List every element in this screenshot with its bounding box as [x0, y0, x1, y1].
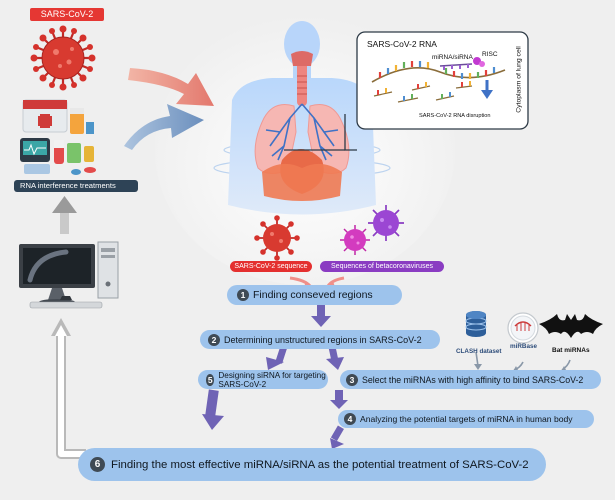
sars-sequence-tag: SARS-CoV-2 sequence	[230, 261, 312, 272]
computer-icon	[19, 241, 119, 309]
cytoplasm-label: Cytoplasm of lung cell	[515, 46, 523, 113]
step-4-pill: 4 Analyzing the potential targets of miR…	[338, 410, 594, 428]
bat-icon	[539, 314, 603, 338]
feedback-arrow	[56, 334, 86, 459]
rna-inset-box	[284, 31, 529, 151]
lungs-icon	[213, 21, 391, 215]
step-1-number: 1	[237, 289, 249, 301]
medicine-kit-icon	[20, 99, 96, 175]
sars-virus-middle-icon	[254, 215, 300, 261]
step-2-pill: 2 Determining unstructured regions in SA…	[200, 330, 440, 349]
mirbase-label: miRBase	[510, 343, 537, 350]
betacorona-sequences-tag: Sequences of betacoronaviruses	[320, 261, 444, 272]
step-3-number: 3	[346, 373, 358, 386]
sars-cov2-title-badge: SARS-CoV-2	[30, 8, 104, 21]
clash-label: CLASH dataset	[456, 348, 502, 355]
step-3-text: Select the miRNAs with high affinity to …	[362, 374, 584, 385]
step-4-number: 4	[344, 413, 356, 425]
up-arrow-gray	[52, 196, 77, 234]
mirbase-icon	[507, 312, 539, 344]
step-5-text: Designing siRNA for targeting SARS-CoV-2	[218, 370, 326, 389]
rna-disruption-label: SARS-CoV-2 RNA disruption	[419, 113, 491, 119]
sars-cov2-title: SARS-CoV-2	[40, 9, 94, 19]
step-3-pill: 3 Select the miRNAs with high affinity t…	[340, 370, 601, 389]
step-5-pill: 5 Designing siRNA for targeting SARS-CoV…	[198, 370, 328, 389]
step-1-pill: 1 Finding conseved regions	[227, 285, 402, 305]
step-6-pill: 6 Finding the most effective miRNA/siRNA…	[78, 448, 546, 481]
flow-arrows	[202, 305, 348, 449]
step-6-text: Finding the most effective miRNA/siRNA a…	[111, 458, 529, 471]
risc-label: RISC	[482, 51, 498, 58]
step-4-text: Analyzing the potential targets of miRNA…	[360, 414, 573, 424]
betacoronavirus-magenta-icon	[340, 225, 370, 255]
mirna-sirna-label: miRNA/siRNA	[432, 54, 473, 61]
step-2-text: Determining unstructured regions in SARS…	[224, 334, 422, 345]
coronavirus-icon	[30, 25, 96, 91]
step-5-number: 5	[206, 373, 215, 386]
betacoronavirus-purple-icon	[368, 205, 404, 241]
step-6-number: 6	[90, 457, 105, 472]
blue-arrow	[124, 104, 204, 150]
bat-mirnas-label: Bat miRNAs	[552, 347, 590, 354]
step-1-text: Finding conseved regions	[253, 289, 373, 301]
rna-treatments-label-bg	[14, 180, 138, 192]
rna-treatments-label: RNA interference treatments	[20, 181, 116, 190]
sars-cov2-rna-label: SARS-CoV-2 RNA	[367, 39, 437, 49]
database-icon	[465, 311, 487, 337]
step-2-number: 2	[208, 333, 220, 346]
red-arrow	[128, 68, 214, 106]
